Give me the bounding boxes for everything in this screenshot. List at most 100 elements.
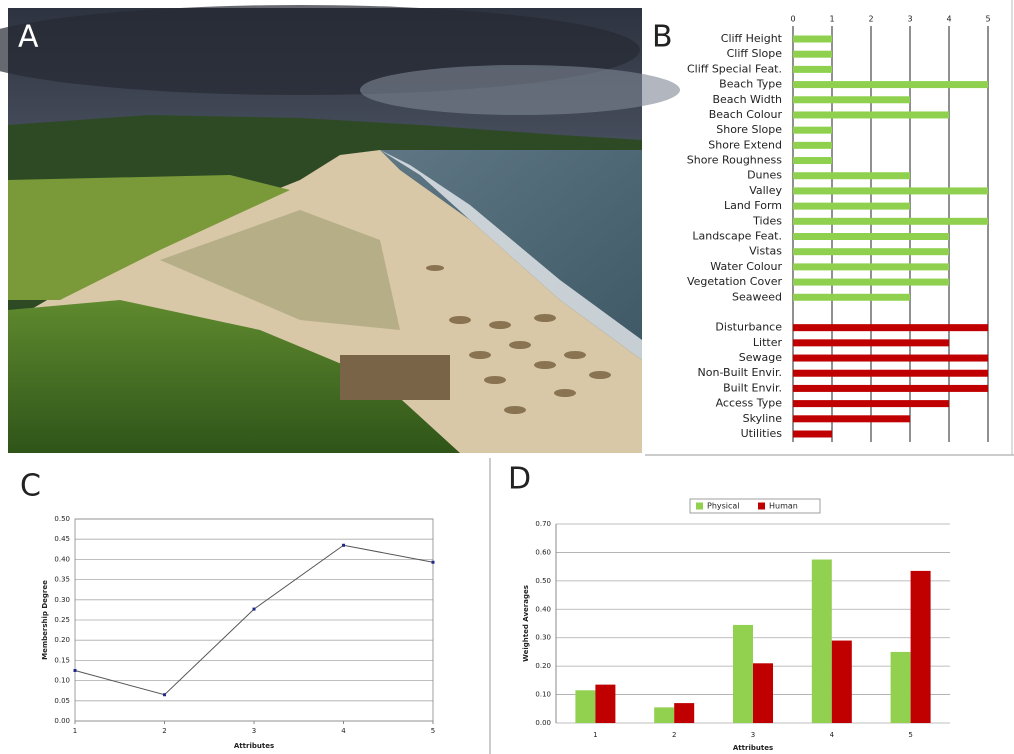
panel-label: D: [508, 462, 531, 497]
x-axis-label: Attributes: [234, 742, 274, 750]
x-tick-label: 5: [985, 15, 990, 24]
y-tick-label: 0.50: [54, 515, 70, 523]
bar: [793, 157, 832, 164]
y-tick-label: 0.35: [54, 576, 70, 584]
bar: [793, 51, 832, 58]
bar: [595, 685, 615, 723]
y-tick-label: 0.20: [535, 662, 551, 670]
category-label: Cliff Slope: [727, 47, 783, 60]
y-tick-label: 0.15: [54, 656, 70, 664]
legend-label: Physical: [707, 502, 740, 511]
bar: [793, 36, 832, 43]
bar: [793, 263, 949, 270]
bar: [793, 431, 832, 438]
x-tick-label: 3: [252, 727, 256, 735]
x-tick-label: 5: [908, 731, 912, 739]
category-label: Vegetation Cover: [687, 275, 782, 288]
x-tick-label: 2: [868, 15, 873, 24]
bar: [832, 641, 852, 723]
category-label: Built Envir.: [723, 381, 782, 394]
y-tick-label: 0.20: [54, 636, 70, 644]
category-label: Valley: [749, 184, 782, 197]
y-axis-label: Weighted Averages: [522, 585, 530, 662]
bar: [793, 233, 949, 240]
category-label: Disturbance: [715, 321, 782, 334]
legend-swatch: [696, 503, 703, 510]
y-tick-label: 0.00: [535, 719, 551, 727]
bar: [753, 663, 773, 723]
category-label: Land Form: [724, 199, 782, 212]
bar: [575, 690, 595, 723]
category-label: Beach Colour: [709, 108, 783, 121]
legend-label: Human: [769, 502, 798, 511]
panel-label: A: [18, 20, 39, 55]
category-label: Shore Slope: [716, 123, 782, 136]
bar: [793, 66, 832, 73]
bar: [793, 279, 949, 286]
category-label: Cliff Special Feat.: [687, 62, 782, 75]
bar: [793, 294, 910, 301]
category-label: Water Colour: [710, 260, 782, 273]
bar: [891, 652, 911, 723]
x-tick-label: 3: [751, 731, 755, 739]
x-tick-label: 2: [672, 731, 676, 739]
category-label: Dunes: [747, 169, 782, 182]
bar: [793, 127, 832, 134]
panel-label: C: [20, 469, 41, 504]
y-tick-label: 0.70: [535, 520, 551, 528]
x-tick-label: 4: [341, 727, 346, 735]
category-label: Landscape Feat.: [692, 230, 782, 243]
photo: A: [0, 5, 680, 453]
bar: [793, 385, 988, 392]
y-tick-label: 0.25: [54, 616, 70, 624]
bar: [793, 81, 988, 88]
category-label: Access Type: [716, 397, 783, 410]
hut: [340, 355, 450, 400]
y-tick-label: 0.30: [54, 596, 70, 604]
bar: [793, 400, 949, 407]
point: [74, 669, 77, 672]
y-tick-label: 0.10: [535, 691, 551, 699]
y-tick-label: 0.30: [535, 634, 551, 642]
y-tick-label: 0.05: [54, 697, 70, 705]
category-label: Vistas: [749, 245, 782, 258]
bar: [793, 96, 910, 103]
bar: [793, 111, 949, 118]
bar: [793, 187, 988, 194]
bar: [793, 339, 949, 346]
point: [342, 544, 345, 547]
point: [163, 693, 166, 696]
bar: [911, 571, 931, 723]
y-tick-label: 0.45: [54, 535, 70, 543]
x-tick-label: 0: [790, 15, 795, 24]
panel-label: B: [652, 20, 673, 55]
y-tick-label: 0.50: [535, 577, 551, 585]
bar: [793, 248, 949, 255]
category-label: Litter: [753, 336, 783, 349]
x-tick-label: 2: [162, 727, 166, 735]
x-tick-label: 1: [593, 731, 597, 739]
figure: A B C D 0 1 2 3 4 5 Cliff Height Cliff Slope Cli…: [0, 0, 1014, 754]
category-label: Seaweed: [732, 290, 782, 303]
bar: [793, 355, 988, 362]
bar: [793, 203, 910, 210]
y-tick-label: 0.40: [535, 605, 551, 613]
x-tick-label: 5: [431, 727, 435, 735]
legend-swatch: [758, 503, 765, 510]
x-tick-label: 4: [946, 15, 951, 24]
y-tick-label: 0.10: [54, 677, 70, 685]
point: [253, 608, 256, 611]
bar: [654, 707, 674, 723]
category-label: Skyline: [743, 412, 783, 425]
bar: [812, 560, 832, 723]
bar: [674, 703, 694, 723]
x-tick-label: 1: [73, 727, 77, 735]
category-label: Cliff Height: [721, 32, 783, 45]
category-label: Shore Roughness: [687, 154, 783, 167]
x-axis-label: Attributes: [733, 744, 773, 752]
y-axis-label: Membership Degree: [41, 580, 49, 660]
x-tick-label: 4: [830, 731, 835, 739]
bar: [793, 324, 988, 331]
y-tick-label: 0.40: [54, 555, 70, 563]
category-label: Beach Type: [719, 78, 782, 91]
